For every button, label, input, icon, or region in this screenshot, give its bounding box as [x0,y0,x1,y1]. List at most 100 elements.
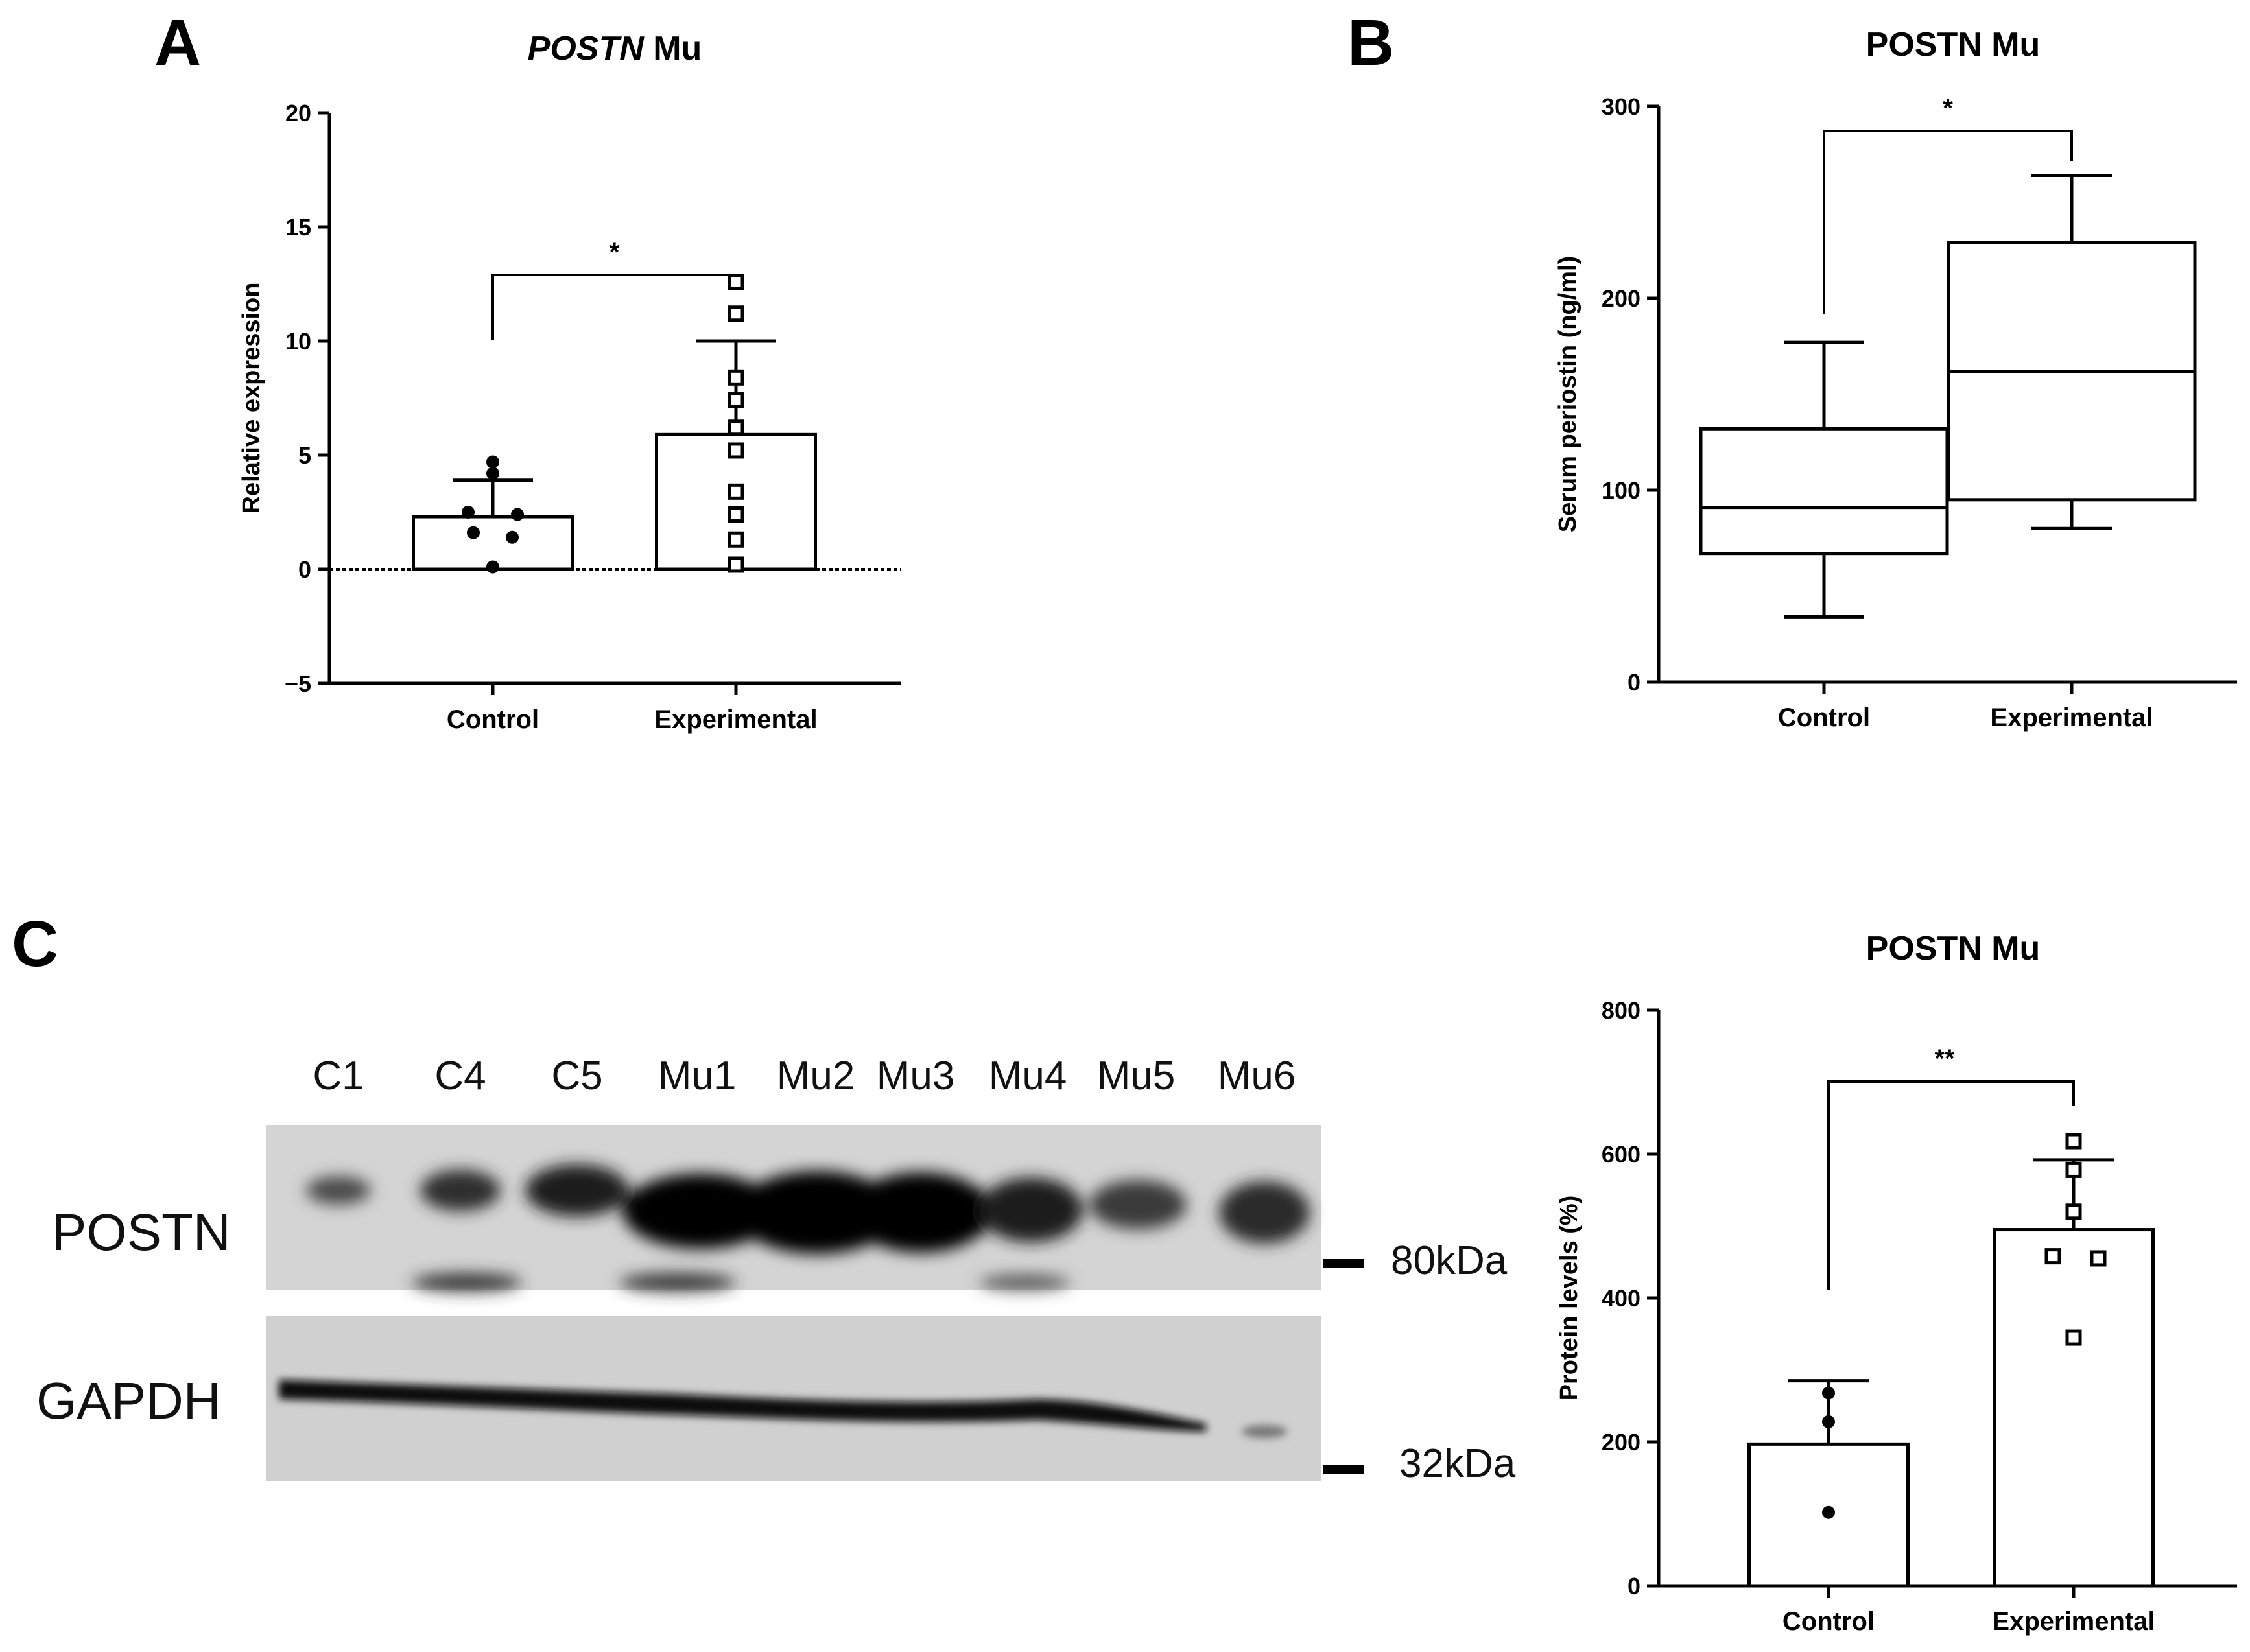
chart-a-experimental-point [728,369,744,386]
chart-a-experimental-point [728,273,744,290]
band-postn-c1 [306,1176,371,1205]
chart-a-title-rest: Mu [644,30,702,67]
chart-c-control-point [1822,1386,1835,1400]
chart-a-title-italic: POSTN [528,30,645,67]
blot-lane-label: Mu5 [1097,1054,1176,1098]
chart-c-ytick-label: 200 [1602,1429,1640,1456]
chart-a-ytick-label: 15 [285,214,311,241]
chart-c-experimental-point [2065,1133,2082,1150]
band-postn-mu5 [1089,1180,1187,1229]
band-postn-lower-mu4 [979,1275,1070,1290]
chart-a-title: POSTN Mu [528,30,702,67]
chart-b-category-label: Control [1778,703,1870,732]
marker-80kda-label: 80kDa [1391,1238,1508,1283]
chart-b-significance-marker: * [1943,94,1953,123]
blot-lane-label: Mu4 [989,1054,1067,1098]
blot-lane-label: Mu6 [1218,1054,1296,1098]
chart-c-category-label: Experimental [1992,1607,2155,1636]
chart-a-control-point [462,506,475,519]
panel-label-a: A [154,6,201,79]
band-label-gapdh: GAPDH [36,1372,221,1430]
chart-c-experimental-point [2044,1248,2061,1265]
chart-a-category-label: Experimental [654,705,817,734]
chart-b-significance-bracket [1823,130,2073,314]
chart-a-experimental-point [728,305,744,322]
chart-b-title: POSTN Mu [1866,26,2041,64]
blot-lane-label: C5 [551,1054,602,1098]
panel-label-c: C [12,908,58,980]
panel-label-b: B [1347,6,1394,79]
chart-a-ylabel: Relative expression [238,283,265,514]
blot-lane-label: Mu1 [658,1054,737,1098]
chart-c-bar [1993,1228,2155,1588]
chart-c-ytick-label: 400 [1602,1285,1640,1312]
chart-a-control-point [511,508,524,521]
chart-c-ylabel: Protein levels (%) [1556,1196,1583,1401]
blot-lane-label: Mu3 [877,1054,955,1098]
chart-c-significance-bracket [1827,1080,2075,1290]
marker-32kda-tick [1323,1465,1364,1474]
chart-c-ytick-label: 800 [1602,997,1640,1024]
chart-c-control-point [1822,1505,1835,1519]
band-gapdh-main [279,1380,1206,1432]
band-postn-mu4 [979,1177,1083,1242]
chart-c-significance-marker: ** [1934,1044,1955,1073]
chart-a-experimental-point [728,442,744,459]
chart-a-ytick-label: −5 [285,670,311,697]
chart-b-ytick-label: 0 [1628,669,1640,696]
chart-b-category-label: Experimental [1990,703,2153,732]
band-postn-mu6 [1219,1181,1310,1244]
chart-c-ytick-label: 0 [1628,1573,1640,1599]
chart-a-control-point [486,560,499,574]
chart-b-ytick-label: 300 [1602,93,1640,120]
chart-c-control-point [1822,1415,1835,1428]
band-postn-c5 [525,1164,629,1216]
chart-c-ytick-label: 600 [1602,1141,1640,1168]
chart-c-experimental-point [2065,1161,2082,1178]
chart-b-ylabel: Serum periostin (ng/ml) [1554,256,1581,532]
chart-a-relative-expression: POSTN Mu Relative expression −5 0 5 10 15 20 C… [238,30,901,734]
chart-b-ytick-label: 100 [1602,477,1640,504]
chart-a-ytick-label: 20 [285,100,311,126]
chart-a-experimental-point [728,506,744,523]
chart-a-ytick-label: 10 [285,328,311,355]
band-postn-mu1 [622,1174,778,1249]
blot-lane-label: Mu2 [777,1054,855,1098]
chart-a-control-point [467,526,480,539]
band-postn-lower-c4 [412,1273,522,1292]
chart-a-experimental-point [728,419,744,436]
chart-c-experimental-point [2090,1250,2107,1267]
western-blot: C1 C4 C5 Mu1 Mu2 Mu3 Mu4 Mu5 Mu6 POSTN GAPDH [36,1054,1516,1486]
band-postn-mu2 [736,1171,898,1254]
chart-b-serum-periostin: POSTN Mu Serum periostin (ng/ml) 0 100 200… [1554,26,2237,732]
chart-a-ytick-label: 0 [298,556,311,583]
chart-a-experimental-point [728,531,744,548]
chart-a-experimental-point [728,483,744,500]
chart-b-ytick-label: 200 [1602,285,1640,312]
blot-lane-label: C1 [313,1054,364,1098]
chart-a-experimental-point [728,556,744,573]
chart-a-control-point [506,530,519,544]
chart-a-category-label: Control [447,705,539,734]
marker-32kda-label: 32kDa [1399,1441,1516,1486]
marker-80kda-tick [1323,1259,1364,1268]
chart-c-experimental-point [2065,1329,2082,1346]
chart-a-experimental-point [728,392,744,409]
blot-bands-gapdh [279,1380,1287,1438]
band-postn-c4 [420,1170,501,1211]
chart-c-protein-levels: POSTN Mu Protein levels (%) 0 200 400 600 80… [1556,930,2237,1636]
band-postn-lower-mu1 [619,1273,736,1292]
chart-a-control-point [486,467,499,480]
chart-c-category-label: Control [1782,1607,1875,1636]
band-postn-mu3 [849,1172,992,1253]
blot-lane-labels: C1 C4 C5 Mu1 Mu2 Mu3 Mu4 Mu5 Mu6 [313,1054,1296,1098]
chart-a-control-point [486,455,499,469]
band-gapdh-mu6 [1242,1425,1287,1438]
chart-c-experimental-point [2065,1203,2082,1220]
chart-b-box [1699,427,1949,556]
band-label-postn: POSTN [52,1203,231,1261]
chart-a-significance-marker: * [610,238,620,266]
chart-c-title: POSTN Mu [1866,930,2041,967]
chart-a-significance-bracket [491,274,736,340]
